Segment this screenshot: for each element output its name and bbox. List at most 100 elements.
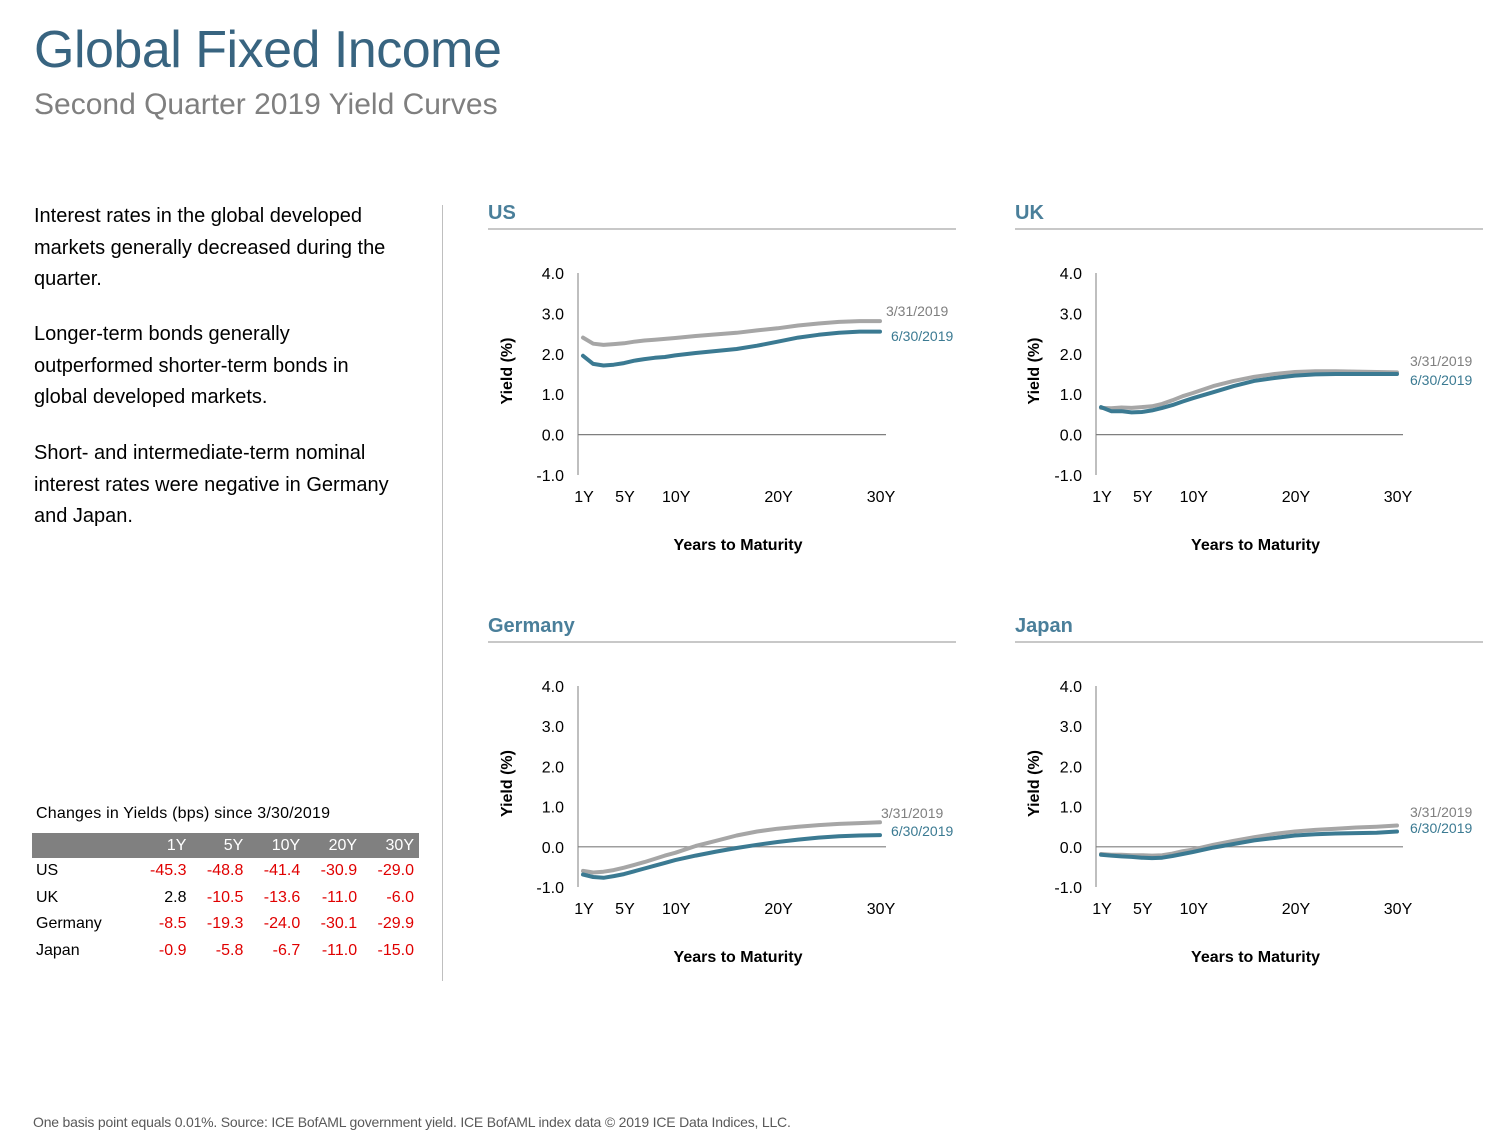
page-subtitle: Second Quarter 2019 Yield Curves xyxy=(34,88,498,121)
section-divider xyxy=(442,205,443,981)
y-tick-label: 4.0 xyxy=(1060,679,1082,696)
table-cell: -30.1 xyxy=(320,915,358,933)
table-cell: -6.0 xyxy=(386,888,414,906)
y-tick-label: 1.0 xyxy=(1060,387,1082,404)
y-tick-label: 1.0 xyxy=(1060,800,1082,817)
y-tick-label: 0.0 xyxy=(542,840,564,857)
x-tick-label: 30Y xyxy=(867,901,896,918)
chart-title-germany: Germany xyxy=(488,615,576,637)
y-tick-label: 3.0 xyxy=(542,719,564,736)
x-tick-label: 1Y xyxy=(1092,489,1112,506)
x-tick-label: 10Y xyxy=(662,901,691,918)
x-tick-label: 5Y xyxy=(1133,489,1153,506)
series-line-current xyxy=(1099,829,1399,861)
y-tick-label: 3.0 xyxy=(542,306,564,323)
x-tick-label: 1Y xyxy=(574,489,594,506)
chart-title-japan: Japan xyxy=(1015,615,1073,637)
table-cell: -29.0 xyxy=(377,862,414,880)
x-tick-label: 10Y xyxy=(1180,489,1209,506)
series-line-current xyxy=(581,833,882,880)
page-title: Global Fixed Income xyxy=(34,21,502,79)
series-line-current xyxy=(1099,372,1399,415)
x-tick-label: 1Y xyxy=(1092,901,1112,918)
series-label-current: 6/30/2019 xyxy=(1410,820,1472,836)
table-cell: -13.6 xyxy=(263,888,301,906)
table-header-cell: 1Y xyxy=(134,833,192,858)
table-cell: -8.5 xyxy=(158,915,187,933)
series-line-current xyxy=(581,329,882,368)
table-header-cell: 30Y xyxy=(362,833,419,858)
table-header-cell: 10Y xyxy=(248,833,306,858)
x-tick-label: 5Y xyxy=(615,489,635,506)
table-cell: -0.9 xyxy=(158,941,187,959)
table-cell: -11.0 xyxy=(321,941,358,959)
table-header-cell: 20Y xyxy=(305,833,363,858)
y-tick-label: 0.0 xyxy=(1060,840,1082,857)
table-header-row: 1Y 5Y 10Y 20Y 30Y xyxy=(32,833,419,858)
y-tick-label: 0.0 xyxy=(1060,428,1082,445)
series-label-prior: 3/31/2019 xyxy=(1410,804,1472,820)
table-row: UK 2.8 -10.5 -13.6 -11.0 -6.0 xyxy=(32,885,419,912)
table-cell: -10.5 xyxy=(206,888,244,906)
table-cell: -45.3 xyxy=(150,862,187,880)
x-tick-label: 10Y xyxy=(1180,901,1209,918)
x-tick-label: 1Y xyxy=(574,901,594,918)
y-tick-label: 2.0 xyxy=(542,759,564,776)
y-tick-label: -1.0 xyxy=(1054,468,1082,485)
changes-table-title: Changes in Yields (bps) since 3/30/2019 xyxy=(36,805,331,822)
y-tick-label: -1.0 xyxy=(536,468,564,485)
x-tick-label: 30Y xyxy=(1384,489,1413,506)
table-cell: -30.9 xyxy=(320,862,358,880)
y-axis-title: Yield (%) xyxy=(1026,750,1043,817)
x-tick-label: 20Y xyxy=(764,489,793,506)
table-cell: -29.9 xyxy=(377,915,414,933)
y-tick-label: -1.0 xyxy=(1054,880,1082,897)
table-row-label: US xyxy=(36,862,59,880)
table-row: Germany -8.5 -19.3 -24.0 -30.1 -29.9 xyxy=(32,911,419,938)
y-tick-label: 3.0 xyxy=(1060,719,1082,736)
x-tick-label: 30Y xyxy=(1384,901,1413,918)
y-axis-title: Yield (%) xyxy=(499,338,516,405)
series-line-prior xyxy=(1099,369,1399,411)
series-label-current: 6/30/2019 xyxy=(891,328,953,344)
y-tick-label: 4.0 xyxy=(1060,266,1082,283)
y-tick-label: 2.0 xyxy=(1060,759,1082,776)
x-tick-label: 30Y xyxy=(867,489,896,506)
table-cell: -48.8 xyxy=(206,862,244,880)
series-label-current: 6/30/2019 xyxy=(891,823,953,839)
x-axis-title: Years to Maturity xyxy=(674,949,803,966)
table-cell: -15.0 xyxy=(377,941,414,959)
y-tick-label: 2.0 xyxy=(542,347,564,364)
x-tick-label: 20Y xyxy=(1282,489,1311,506)
table-row-label: UK xyxy=(36,888,59,906)
chart-title-uk: UK xyxy=(1015,202,1044,224)
table-header-cell xyxy=(32,833,135,858)
y-tick-label: 1.0 xyxy=(542,387,564,404)
footnote: One basis point equals 0.01%. Source: IC… xyxy=(33,1114,791,1130)
x-tick-label: 20Y xyxy=(1282,901,1311,918)
commentary-paragraph-1: Interest rates in the global developed m… xyxy=(34,205,386,290)
y-axis-title: Yield (%) xyxy=(1026,338,1043,405)
y-axis-title: Yield (%) xyxy=(499,750,516,817)
x-tick-label: 20Y xyxy=(764,901,793,918)
commentary-paragraph-2: Longer-term bonds generally outperformed… xyxy=(34,323,349,408)
table-row: Japan -0.9 -5.8 -6.7 -11.0 -15.0 xyxy=(32,938,419,965)
y-tick-label: -1.0 xyxy=(536,880,564,897)
x-tick-label: 10Y xyxy=(662,489,691,506)
series-label-prior: 3/31/2019 xyxy=(881,805,943,821)
series-label-prior: 3/31/2019 xyxy=(886,303,948,319)
table-row-label: Japan xyxy=(36,941,80,959)
commentary-paragraph-3: Short- and intermediate-term nominal int… xyxy=(34,442,389,527)
table-cell: -6.7 xyxy=(272,941,301,959)
table-row: US -45.3 -48.8 -41.4 -30.9 -29.0 xyxy=(32,858,419,885)
y-tick-label: 0.0 xyxy=(542,428,564,445)
x-tick-label: 5Y xyxy=(615,901,635,918)
series-label-prior: 3/31/2019 xyxy=(1410,353,1472,369)
series-line-prior xyxy=(581,319,882,347)
table-header-cell: 5Y xyxy=(191,833,249,858)
x-tick-label: 5Y xyxy=(1133,901,1153,918)
x-axis-title: Years to Maturity xyxy=(1191,537,1320,554)
table-cell: -11.0 xyxy=(321,888,358,906)
table-cell: -41.4 xyxy=(263,862,301,880)
